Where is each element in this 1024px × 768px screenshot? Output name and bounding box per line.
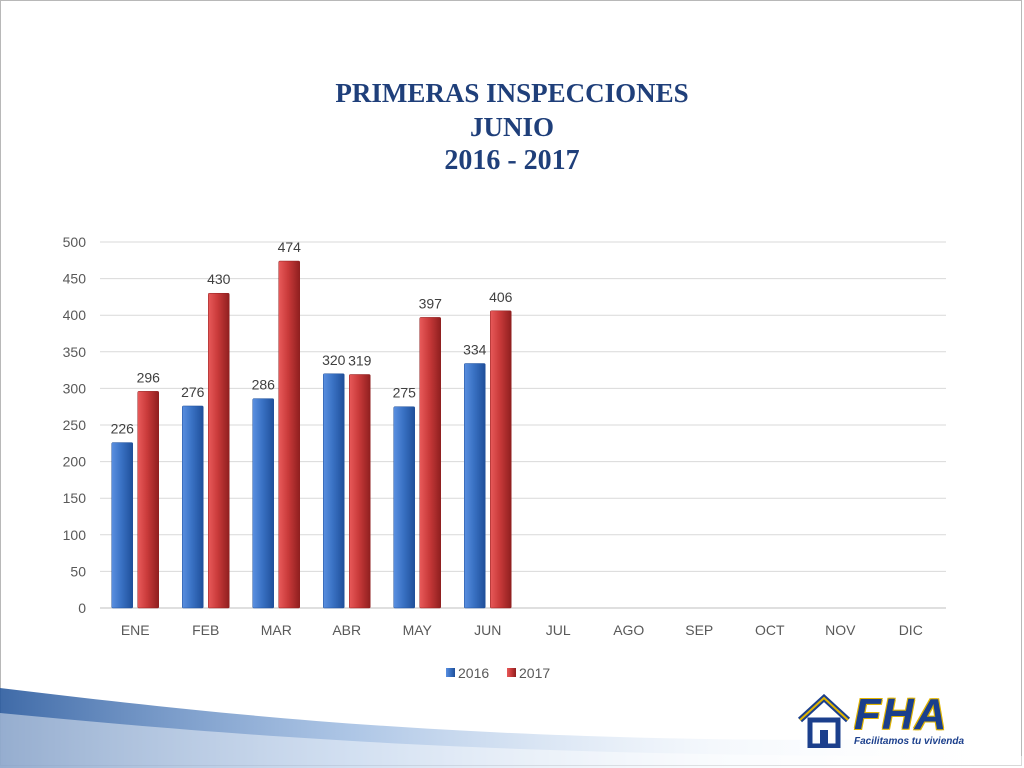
bar-2016-feb: [182, 405, 204, 609]
data-label: 397: [419, 295, 443, 311]
bar-2017-ene: [137, 391, 159, 609]
x-tick-label: ABR: [332, 622, 361, 638]
fha-logo: FHA Facilitamos tu vivienda: [796, 690, 1006, 752]
y-tick-label: 200: [63, 454, 87, 470]
gridlines: [100, 241, 946, 609]
legend-swatch-2016: [446, 668, 455, 677]
x-tick-label: MAY: [403, 622, 433, 638]
title-line-2: JUNIO: [469, 112, 554, 142]
bar-2016-mar: [252, 398, 274, 609]
legend-label-2017: 2017: [519, 665, 550, 681]
x-tick-label: ENE: [121, 622, 150, 638]
bar-2017-mar: [278, 260, 300, 609]
logo-tagline: Facilitamos tu vivienda: [854, 736, 965, 747]
bar-2017-feb: [208, 292, 230, 609]
x-tick-label: SEP: [685, 622, 713, 638]
data-label: 320: [322, 352, 346, 368]
legend: 2016 2017: [446, 665, 550, 681]
y-axis: 0 50 100 150 200 250 300 350 400 450 500: [63, 234, 87, 616]
x-tick-label: DIC: [899, 622, 923, 638]
title-line-1: PRIMERAS INSPECCIONES: [335, 78, 689, 108]
y-tick-label: 500: [63, 234, 87, 250]
x-axis: ENE FEB MAR ABR MAY JUN JUL AGO SEP OCT NOV DIC: [121, 622, 923, 638]
y-tick-label: 350: [63, 344, 87, 360]
legend-label-2016: 2016: [458, 665, 489, 681]
y-tick-label: 250: [63, 417, 87, 433]
bar-chart: 0 50 100 150 200 250 300 350 400 450 500 226 296 276…: [63, 234, 946, 681]
y-tick-label: 150: [63, 490, 87, 506]
title-line-3: 2016 - 2017: [444, 145, 580, 176]
x-tick-label: JUN: [474, 622, 501, 638]
legend-swatch-2017: [507, 668, 516, 677]
bar-2016-abr: [323, 373, 345, 609]
data-label: 275: [393, 385, 417, 401]
bar-2016-may: [393, 406, 415, 609]
data-labels: 226 296 276 430 286 474 320 319 275 397 334 406: [111, 239, 513, 437]
data-label: 276: [181, 384, 205, 400]
y-tick-label: 0: [78, 600, 86, 616]
bar-2017-abr: [349, 374, 371, 609]
chart-title: PRIMERAS INSPECCIONES JUNIO 2016 - 2017: [0, 76, 1024, 178]
bar-2017-may: [419, 317, 441, 609]
house-icon: [797, 694, 851, 748]
logo-wordmark: FHA: [854, 690, 948, 739]
data-label: 406: [489, 289, 513, 305]
data-label: 286: [252, 377, 276, 393]
data-label: 430: [207, 271, 231, 287]
data-label: 226: [111, 421, 135, 437]
bars: [111, 260, 512, 609]
bar-2017-jun: [490, 310, 512, 609]
data-label: 474: [278, 239, 302, 255]
y-tick-label: 100: [63, 527, 87, 543]
y-tick-label: 50: [70, 563, 86, 579]
data-label: 334: [463, 342, 487, 358]
decorative-swoosh: [0, 688, 1024, 768]
x-tick-label: MAR: [261, 622, 292, 638]
x-tick-label: NOV: [825, 622, 856, 638]
bar-2016-ene: [111, 442, 133, 609]
y-tick-label: 400: [63, 307, 87, 323]
y-tick-label: 300: [63, 380, 87, 396]
x-tick-label: FEB: [192, 622, 219, 638]
x-tick-label: AGO: [613, 622, 644, 638]
x-tick-label: JUL: [546, 622, 571, 638]
y-tick-label: 450: [63, 271, 87, 287]
bar-2016-jun: [464, 363, 486, 609]
x-tick-label: OCT: [755, 622, 785, 638]
data-label: 319: [348, 352, 372, 368]
data-label: 296: [137, 369, 161, 385]
